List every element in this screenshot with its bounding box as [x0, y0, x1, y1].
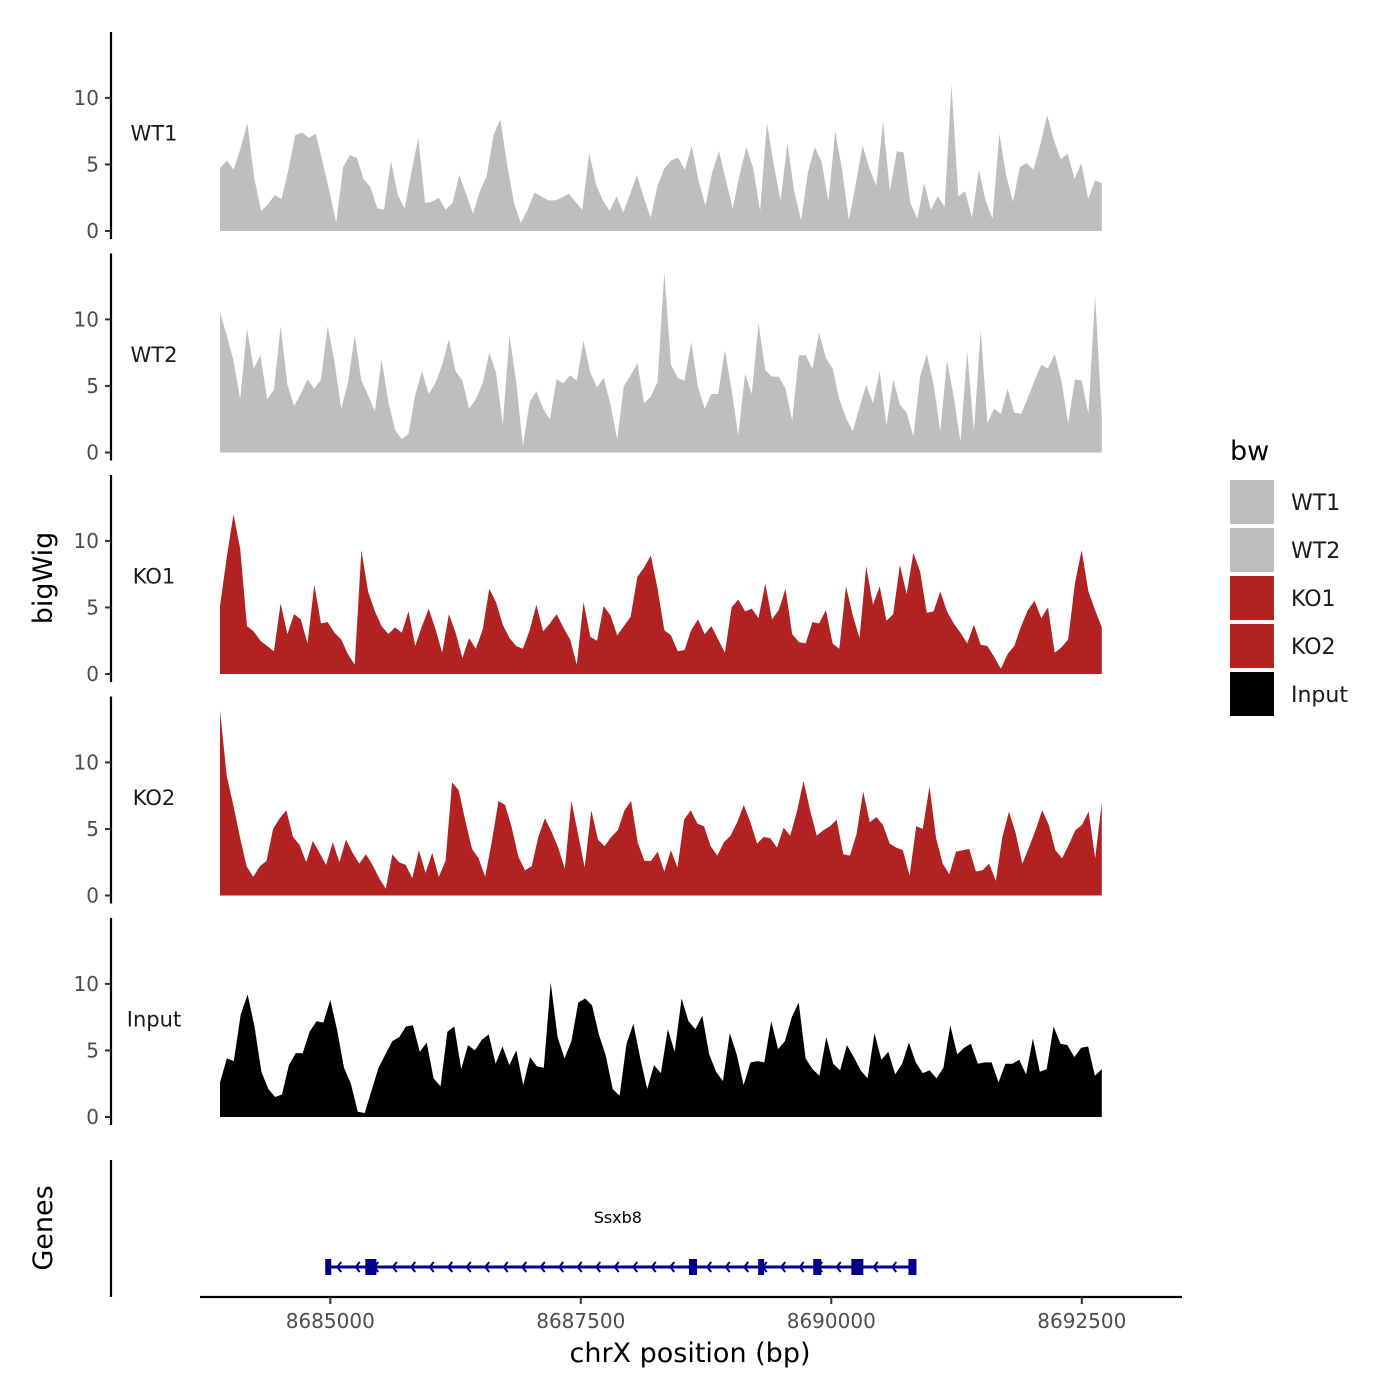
- strand-arrow: [409, 1261, 417, 1273]
- area-wt2: [220, 271, 1102, 453]
- x-axis: 8685000 8687500 8690000 8692500: [200, 1295, 1182, 1333]
- gene-label: Ssxb8: [594, 1208, 642, 1227]
- strand-arrow: [631, 1261, 639, 1273]
- strand-arrow: [705, 1261, 713, 1273]
- y-tick-label: 10: [74, 307, 99, 331]
- exon: [758, 1259, 765, 1275]
- y-tick-label: 5: [86, 374, 99, 398]
- y-tick-label: 0: [86, 1105, 99, 1129]
- strand-arrow: [335, 1261, 343, 1273]
- y-axis-title: bigWig: [28, 532, 59, 625]
- track-label: Input: [127, 1007, 181, 1031]
- strand-arrow: [391, 1261, 398, 1273]
- strand-arrow: [668, 1261, 676, 1273]
- area-ko1: [220, 514, 1102, 674]
- legend-key: [1230, 528, 1274, 572]
- exon: [365, 1259, 377, 1275]
- strand-arrow: [650, 1261, 657, 1273]
- legend-key: [1230, 624, 1274, 668]
- strand-arrow: [520, 1261, 528, 1273]
- y-tick-label: 10: [74, 972, 99, 996]
- x-tick-label: 8690000: [787, 1309, 876, 1333]
- strand-arrow: [446, 1261, 454, 1273]
- track-wt2: 0 5 10 WT2: [74, 253, 1102, 465]
- area-wt1: [220, 84, 1102, 231]
- legend-label: KO1: [1291, 587, 1336, 612]
- area-ko2: [220, 710, 1102, 896]
- strand-arrow: [779, 1261, 787, 1273]
- y-tick-label: 5: [86, 1038, 99, 1062]
- legend-label: WT1: [1291, 491, 1340, 516]
- area-input: [220, 982, 1102, 1117]
- strand-arrow: [483, 1261, 491, 1273]
- genes-panel: Ssxb8: [109, 1160, 917, 1297]
- y-tick-label: 0: [86, 662, 99, 686]
- exon: [688, 1259, 698, 1275]
- strand-arrow: [890, 1261, 898, 1273]
- bigwig-tracks: 0 5 10 WT1 0 5 10 WT2 0 5 10 KO1 0 5 10 KO2 0 5 10 Input: [74, 32, 1102, 1129]
- strand-arrow: [354, 1261, 361, 1273]
- y-tick-label: 10: [74, 750, 99, 774]
- strand-arrow: [798, 1261, 805, 1273]
- strand-arrow: [835, 1261, 842, 1273]
- exon: [325, 1259, 332, 1275]
- track-label: KO1: [133, 564, 176, 588]
- y-tick-label: 0: [86, 219, 99, 243]
- legend-key: [1230, 576, 1274, 620]
- y-tick-label: 0: [86, 884, 99, 908]
- strand-arrow: [428, 1261, 435, 1273]
- strand-arrow: [742, 1261, 750, 1273]
- legend-key: [1230, 480, 1274, 524]
- strand-arrow: [613, 1261, 620, 1273]
- strand-arrow: [465, 1261, 472, 1273]
- strand-arrow: [502, 1261, 509, 1273]
- x-tick-label: 8687500: [536, 1309, 625, 1333]
- legend: bw WT1 WT2 KO1 KO2 Input: [1230, 436, 1348, 716]
- legend-title: bw: [1230, 436, 1269, 467]
- track-label: KO2: [133, 786, 176, 810]
- exon: [813, 1259, 822, 1275]
- track-ko2: 0 5 10 KO2: [74, 696, 1102, 908]
- strand-arrow: [872, 1261, 879, 1273]
- legend-key: [1230, 672, 1274, 716]
- y-tick-label: 5: [86, 817, 99, 841]
- strand-arrow: [557, 1261, 565, 1273]
- track-wt1: 0 5 10 WT1: [74, 32, 1102, 243]
- x-axis-title: chrX position (bp): [569, 1338, 810, 1369]
- x-tick-label: 8685000: [286, 1309, 375, 1333]
- y-tick-label: 5: [86, 152, 99, 176]
- track-ko1: 0 5 10 KO1: [74, 475, 1102, 686]
- strand-arrow: [539, 1261, 546, 1273]
- strand-arrow: [594, 1261, 602, 1273]
- legend-label: KO2: [1291, 635, 1336, 660]
- y-tick-label: 0: [86, 441, 99, 465]
- exon: [851, 1259, 864, 1275]
- exon: [908, 1259, 917, 1275]
- strand-arrow: [724, 1261, 731, 1273]
- track-input: 0 5 10 Input: [74, 918, 1102, 1129]
- track-label: WT1: [131, 121, 178, 145]
- y-tick-label: 5: [86, 595, 99, 619]
- strand-arrow: [576, 1261, 583, 1273]
- legend-label: WT2: [1291, 539, 1340, 564]
- track-label: WT2: [131, 343, 178, 367]
- y-tick-label: 10: [74, 529, 99, 553]
- legend-label: Input: [1291, 683, 1348, 708]
- genes-axis-title: Genes: [28, 1185, 59, 1270]
- x-tick-label: 8692500: [1037, 1309, 1126, 1333]
- y-tick-label: 10: [74, 86, 99, 110]
